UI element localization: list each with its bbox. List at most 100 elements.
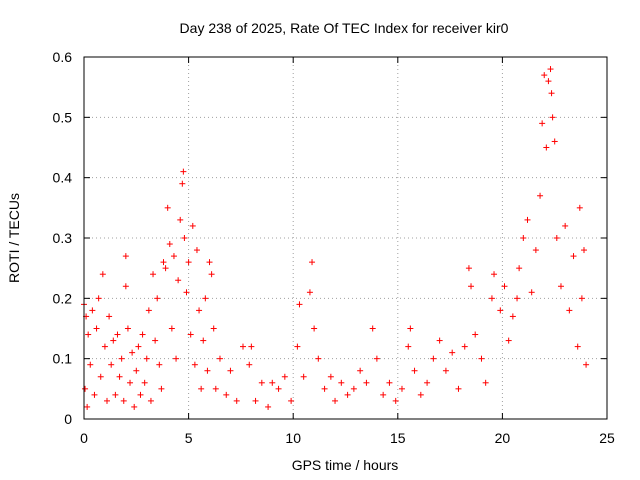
data-point (532, 247, 539, 254)
data-point (488, 295, 495, 302)
x-tick-label: 5 (185, 430, 193, 446)
data-point (311, 325, 318, 332)
data-point (131, 403, 138, 410)
data-point (424, 379, 431, 386)
y-tick-label: 0.2 (53, 290, 73, 306)
data-point (327, 373, 334, 380)
y-axis-label: ROTI / TECUs (6, 193, 22, 283)
data-point (127, 379, 134, 386)
data-point (281, 373, 288, 380)
data-point (216, 355, 223, 362)
tick-labels: 0 5 10 15 20 25 0 0.1 0.2 0.3 0.4 0.5 0.6 (53, 49, 615, 446)
data-point (363, 379, 370, 386)
x-tick-label: 15 (390, 430, 406, 446)
data-point (461, 343, 468, 350)
data-point (269, 379, 276, 386)
data-point (321, 385, 328, 392)
data-point (398, 385, 405, 392)
data-point (106, 313, 113, 320)
data-point (239, 343, 246, 350)
data-point (248, 343, 255, 350)
data-point (576, 204, 583, 211)
data-point (436, 337, 443, 344)
data-point (539, 120, 546, 127)
y-tick-label: 0.6 (53, 49, 73, 65)
data-point (288, 397, 295, 404)
data-point (93, 325, 100, 332)
y-tick-label: 0.4 (53, 170, 73, 186)
data-point (87, 361, 94, 368)
y-tick-label: 0 (64, 411, 72, 427)
chart-title: Day 238 of 2025, Rate Of TEC Index for r… (180, 20, 509, 36)
data-point (357, 367, 364, 374)
data-point (557, 283, 564, 290)
data-point (553, 235, 560, 241)
data-point (392, 397, 399, 404)
data-point (82, 385, 89, 392)
data-point (227, 367, 234, 374)
data-point (198, 385, 205, 392)
data-point (173, 355, 180, 362)
data-point (89, 307, 96, 314)
data-point (306, 289, 313, 296)
data-point (139, 331, 146, 338)
data-point (91, 391, 98, 398)
grid-lines (84, 57, 607, 419)
data-point (141, 379, 148, 386)
data-point (168, 325, 175, 332)
y-tick-label: 0.1 (53, 351, 73, 367)
data-point (541, 72, 548, 79)
data-point (547, 66, 554, 73)
data-point (580, 247, 587, 254)
data-point (191, 361, 198, 368)
data-point (147, 397, 154, 404)
data-point (548, 90, 555, 97)
data-point (158, 385, 165, 392)
x-tick-label: 0 (80, 430, 88, 446)
data-point (578, 295, 585, 302)
data-point (344, 391, 351, 398)
data-point (369, 325, 376, 332)
data-point (181, 235, 188, 241)
data-point (202, 295, 209, 302)
data-point (180, 168, 187, 175)
x-tick-label: 20 (495, 430, 511, 446)
data-point (179, 180, 186, 187)
data-point (133, 367, 140, 374)
data-point (122, 253, 129, 260)
data-point (296, 301, 303, 308)
data-point (258, 379, 265, 386)
data-point (514, 295, 521, 302)
data-point (309, 259, 316, 266)
data-point (315, 355, 322, 362)
data-point (574, 343, 581, 350)
data-point (505, 337, 512, 344)
data-point (193, 247, 200, 254)
data-point (160, 259, 167, 266)
data-point (405, 343, 412, 350)
data-point (97, 373, 104, 380)
data-point (373, 355, 380, 362)
data-point (110, 337, 117, 344)
data-point (177, 216, 184, 223)
data-point (185, 259, 192, 266)
data-point (252, 397, 259, 404)
data-point (223, 391, 230, 398)
data-point (116, 373, 123, 380)
data-point (380, 391, 387, 398)
data-point (124, 325, 131, 332)
data-point (386, 379, 393, 386)
data-point (166, 241, 173, 248)
data-point (85, 331, 92, 338)
axis-ticks (83, 56, 608, 420)
data-point (206, 259, 213, 266)
data-point (545, 78, 552, 85)
data-point (566, 307, 573, 314)
data-point (204, 367, 211, 374)
data-point (501, 283, 508, 290)
data-point (143, 355, 150, 362)
data-point (275, 385, 282, 392)
data-point (294, 343, 301, 350)
data-point (482, 379, 489, 386)
